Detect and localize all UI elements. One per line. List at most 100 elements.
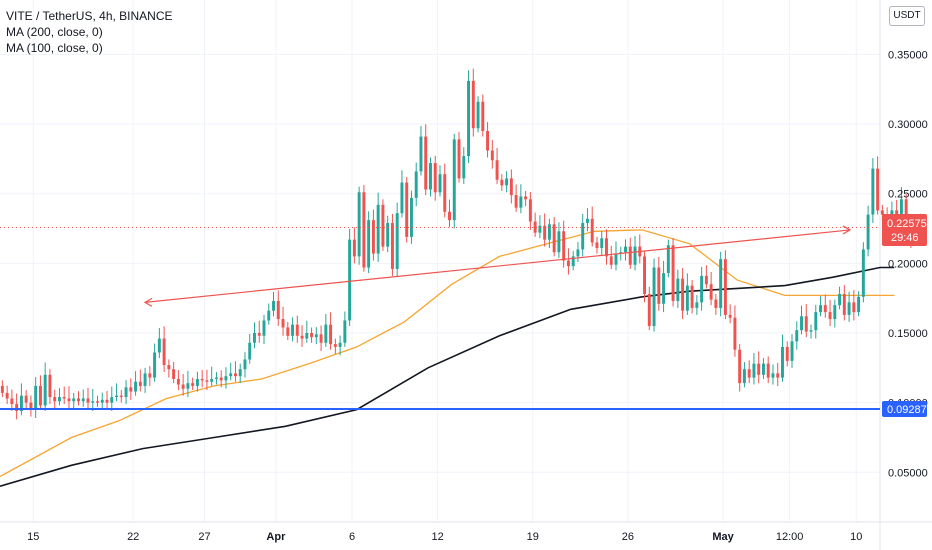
symbol-title[interactable]: VITE / TetherUS, 4h, BINANCE [6,9,173,23]
candle[interactable] [495,148,499,184]
candle[interactable] [509,169,513,204]
candle[interactable] [243,352,247,378]
candle[interactable] [733,305,737,357]
candle[interactable] [852,290,856,321]
candle[interactable] [43,362,47,412]
candle[interactable] [785,341,789,367]
candle[interactable] [257,320,261,343]
candle[interactable] [462,147,466,184]
candle[interactable] [581,214,585,257]
candle[interactable] [38,375,42,410]
candle[interactable] [381,199,385,251]
candle[interactable] [585,208,589,232]
candle[interactable] [719,251,723,317]
candle[interactable] [210,366,214,386]
candle[interactable] [295,315,299,343]
candle[interactable] [643,250,647,303]
candle[interactable] [481,94,485,137]
candle[interactable] [48,369,52,405]
candle[interactable] [214,372,218,385]
candle[interactable] [438,165,442,197]
candle[interactable] [276,290,280,327]
candle[interactable] [771,364,775,385]
drawings[interactable] [0,225,880,410]
candle[interactable] [338,335,342,356]
candle[interactable] [138,369,142,392]
candle[interactable] [443,163,447,218]
candle[interactable] [723,250,727,320]
candle[interactable] [557,222,561,258]
candle[interactable] [229,362,233,381]
candle[interactable] [876,156,880,215]
candle[interactable] [833,299,837,328]
candle[interactable] [291,317,295,342]
candle[interactable] [690,280,694,314]
candle[interactable] [747,360,751,384]
candle[interactable] [457,132,461,183]
candle[interactable] [424,124,428,196]
candle[interactable] [605,229,608,265]
candle[interactable] [633,236,637,271]
candle[interactable] [19,383,23,416]
candle[interactable] [790,334,794,368]
candle[interactable] [200,370,204,388]
candle[interactable] [819,296,823,317]
candle[interactable] [205,369,209,391]
candle[interactable] [15,393,19,420]
candle[interactable] [357,186,361,265]
candle[interactable] [67,386,71,409]
candle[interactable] [310,327,314,343]
candle[interactable] [524,190,528,207]
candle[interactable] [552,217,556,257]
candle[interactable] [452,133,456,229]
candle[interactable] [24,390,28,409]
candle[interactable] [414,162,418,207]
candle[interactable] [86,387,90,410]
candle[interactable] [761,358,765,379]
candle[interactable] [100,392,104,409]
candle[interactable] [566,248,570,275]
candle[interactable] [395,202,399,278]
candle[interactable] [34,377,38,418]
candle[interactable] [847,291,851,322]
candle[interactable] [314,327,318,345]
candle[interactable] [576,242,580,262]
candle[interactable] [433,155,437,201]
candle[interactable] [871,158,875,223]
candle[interactable] [505,171,509,193]
candle[interactable] [186,370,190,398]
candle[interactable] [53,389,57,410]
candle[interactable] [467,70,471,164]
candle[interactable] [96,395,99,407]
time-axis[interactable]: 15 22 27 Apr 6 12 19 26 May 12:00 10 [27,531,862,543]
candle[interactable] [742,361,746,388]
candle[interactable] [709,271,713,306]
candle[interactable] [77,391,80,406]
candle[interactable] [842,285,846,321]
candle[interactable] [800,305,803,335]
candle[interactable] [685,273,689,315]
currency-button[interactable]: USDT [889,6,925,26]
candle[interactable] [738,344,742,392]
candle[interactable] [666,239,670,278]
candle[interactable] [386,215,390,253]
candle[interactable] [500,174,504,191]
candle[interactable] [333,338,337,354]
candle[interactable] [57,388,61,406]
candle[interactable] [757,351,761,384]
candle[interactable] [233,361,237,382]
candle[interactable] [248,333,252,364]
candle[interactable] [81,389,85,407]
candle[interactable] [533,212,537,237]
candle[interactable] [305,320,309,343]
candle[interactable] [490,139,494,169]
candle[interactable] [419,126,423,176]
candle[interactable] [253,322,256,349]
candle[interactable] [657,256,661,311]
candle[interactable] [695,295,699,315]
candle[interactable] [700,266,704,311]
candle[interactable] [119,390,123,403]
candle[interactable] [267,303,271,325]
candle[interactable] [286,321,290,340]
